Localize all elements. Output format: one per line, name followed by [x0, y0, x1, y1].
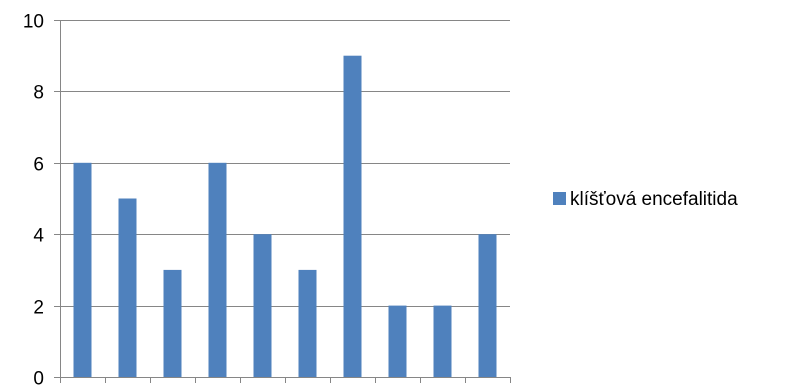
bar [253, 234, 272, 377]
y-tick-labels: 0 2 4 6 8 10 [23, 12, 45, 390]
legend-swatch [553, 192, 566, 205]
bar [298, 269, 317, 377]
legend-label: klíšťová encefalitida [570, 189, 738, 210]
bar [478, 234, 497, 377]
axes [54, 20, 511, 383]
bar [388, 305, 407, 377]
bar [118, 198, 137, 377]
bar [433, 305, 452, 377]
bars [73, 55, 497, 377]
y-tick-label: 2 [33, 298, 44, 319]
bar [73, 162, 92, 377]
bar [208, 162, 227, 377]
y-tick-label: 4 [33, 226, 44, 247]
legend: klíšťová encefalitida [553, 189, 738, 210]
y-tick-label: 8 [33, 83, 44, 104]
y-tick-label: 6 [33, 155, 44, 176]
y-tick-label: 10 [23, 12, 44, 33]
y-tick-label: 0 [33, 369, 44, 386]
bar [343, 55, 362, 377]
bar [163, 269, 182, 377]
